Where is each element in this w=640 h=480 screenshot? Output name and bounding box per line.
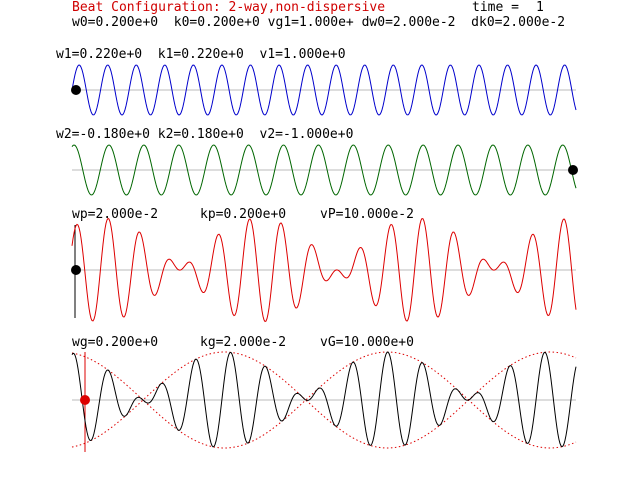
phase-velocity-label: vP=10.000e-2 (320, 207, 414, 222)
phase-omega-label: wp=2.000e-2 (72, 207, 159, 222)
wave1-parameters: w1=0.220e+0 k1=0.220e+0 v1=1.000e+0 (56, 47, 346, 62)
group-k-label: kg=2.000e-2 (200, 335, 287, 350)
group-velocity-label: vG=10.000e+0 (320, 335, 414, 350)
phase-k-label: kp=0.200e+0 (200, 207, 287, 222)
base-parameters: w0=0.200e+0 k0=0.200e+0 vg1=1.000e+ dw0=… (72, 15, 566, 30)
wave2-curve (71, 144, 577, 196)
wave1-curve (71, 64, 577, 116)
wave2-parameters: w2=-0.180e+0 k2=0.180e+0 v2=-1.000e+0 (56, 127, 354, 142)
time-value: 1 (536, 0, 544, 15)
page-title: Beat Configuration: 2-way,non-dispersive (72, 0, 386, 15)
group-omega-label: wg=0.200e+0 (72, 335, 159, 350)
group-envelope-upper (71, 351, 577, 401)
phase-probe-handle[interactable] (71, 265, 81, 275)
phase-superposition-curve (71, 217, 577, 323)
group-wave-curve (71, 351, 577, 448)
wave1-probe-handle[interactable] (71, 85, 81, 95)
group-probe-handle[interactable] (80, 395, 90, 405)
time-label: time = (472, 0, 519, 15)
group-envelope-lower (71, 399, 577, 449)
wave2-probe-handle[interactable] (568, 165, 578, 175)
